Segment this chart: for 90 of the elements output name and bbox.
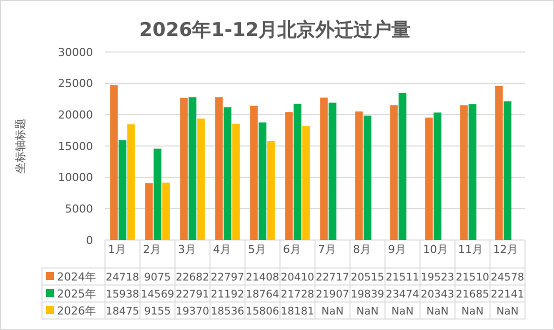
x-tick-label: 6月 [283, 243, 301, 256]
bar [267, 140, 275, 240]
bar [154, 148, 162, 240]
legend-label: 2026年 [57, 304, 96, 318]
x-tick-label: 2月 [143, 243, 161, 256]
data-label: 19839 [350, 288, 384, 300]
bar [145, 183, 153, 240]
data-label: 22682 [176, 272, 210, 284]
y-axis-title: 坐标轴标题 [14, 118, 27, 174]
bar [180, 98, 188, 240]
data-label: 14569 [140, 288, 174, 300]
bar [127, 124, 135, 240]
x-tick-label: 8月 [353, 243, 371, 256]
legend-label: 2024年 [57, 270, 96, 284]
y-tick-label: 5000 [65, 202, 93, 216]
data-label: 15938 [106, 288, 140, 300]
data-label: 9075 [144, 272, 171, 284]
data-label: 9155 [144, 306, 171, 318]
bar [390, 105, 398, 240]
bar [197, 118, 205, 240]
data-label: 21510 [456, 272, 490, 284]
data-label: 20410 [280, 272, 314, 284]
bar [302, 126, 310, 240]
bar [328, 102, 336, 240]
data-label: 20343 [420, 288, 454, 300]
data-label: 21907 [316, 288, 350, 300]
bar [495, 86, 503, 240]
data-label: 18536 [210, 306, 245, 318]
text: NaN [496, 306, 519, 318]
x-tick-label: 12月 [493, 243, 518, 256]
data-label: 18764 [246, 288, 280, 300]
data-label: 22797 [210, 272, 244, 284]
bar [434, 112, 442, 240]
y-tick-label: 25000 [58, 77, 93, 90]
x-tick-label: 3月 [178, 243, 196, 256]
bar [460, 105, 468, 240]
x-tick-label: 4月 [213, 243, 231, 256]
legend-label: 2025年 [57, 288, 96, 300]
bar [215, 97, 223, 240]
data-label: 22717 [316, 272, 350, 284]
y-tick-label: 10000 [58, 171, 93, 184]
text: NaN [461, 306, 484, 318]
y-tick-label: 15000 [58, 140, 93, 153]
bar [320, 98, 328, 240]
bar [425, 118, 433, 240]
data-label: 21685 [456, 288, 490, 300]
bar [258, 122, 266, 240]
x-tick-label: 10月 [423, 243, 448, 256]
data-label: 18181 [280, 306, 314, 318]
data-label: 15806 [246, 306, 280, 318]
data-label: 21192 [210, 288, 244, 300]
x-tick-label: 7月 [318, 243, 336, 256]
bar [398, 92, 406, 240]
bar [285, 112, 293, 240]
text: NaN [391, 306, 414, 318]
bar [118, 140, 126, 240]
chart-title: 2026年1-12月北京外迁过户量 [139, 19, 411, 41]
bar [162, 182, 170, 240]
x-tick-label: 1月 [108, 243, 126, 256]
bar [294, 104, 302, 240]
bar [110, 85, 118, 240]
data-label: 22141 [490, 288, 524, 300]
bar [504, 101, 512, 240]
y-tick-label: 20000 [58, 108, 93, 122]
bar [468, 104, 476, 240]
y-tick-label: 0 [86, 234, 93, 247]
x-tick-label: 9月 [388, 243, 406, 256]
text: NaN [356, 306, 379, 318]
bar [364, 116, 372, 240]
data-label: 18475 [106, 306, 140, 318]
text: NaN [426, 306, 449, 318]
bar [355, 111, 363, 240]
data-label: 19523 [420, 272, 454, 284]
data-label: 22791 [176, 288, 210, 300]
x-tick-label: 11月 [458, 243, 483, 256]
bar [232, 124, 240, 240]
data-label: 24578 [490, 272, 524, 284]
data-label: 21408 [246, 272, 280, 284]
data-label: 21511 [386, 272, 420, 284]
data-label: 19370 [176, 306, 210, 318]
data-label: 23474 [386, 288, 420, 300]
text: NaN [321, 306, 344, 318]
data-label: 20515 [350, 272, 384, 284]
y-tick-label: 30000 [58, 46, 93, 59]
data-label: 21728 [280, 288, 314, 300]
bar [250, 106, 258, 240]
bar [188, 97, 196, 240]
bar [224, 107, 232, 240]
data-label: 24718 [106, 272, 140, 284]
x-tick-label: 5月 [248, 243, 266, 256]
